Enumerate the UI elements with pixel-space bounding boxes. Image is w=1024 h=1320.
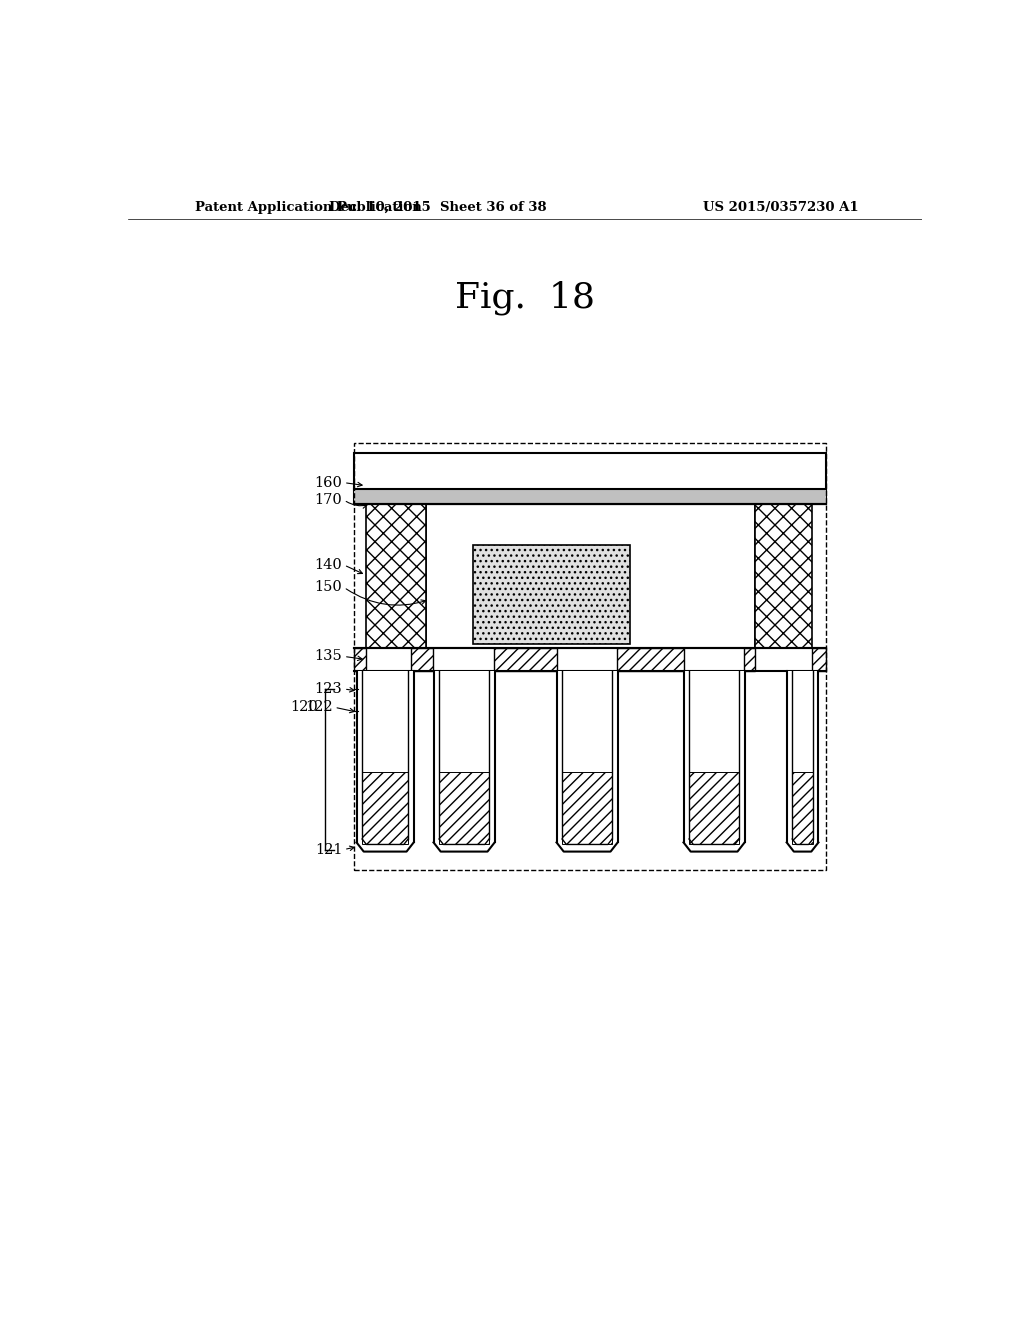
Text: Patent Application Publication: Patent Application Publication — [196, 201, 422, 214]
Bar — [557, 671, 617, 851]
Bar — [616, 648, 684, 671]
Bar — [356, 671, 414, 851]
Bar — [793, 772, 813, 845]
Text: 140: 140 — [314, 558, 342, 572]
Bar — [354, 453, 826, 504]
Text: US 2015/0357230 A1: US 2015/0357230 A1 — [703, 201, 859, 214]
Bar — [354, 444, 826, 870]
Text: 123: 123 — [314, 682, 342, 696]
Bar — [433, 671, 495, 851]
Bar — [494, 648, 557, 671]
Bar — [684, 671, 744, 851]
Bar — [439, 772, 489, 845]
Text: 122: 122 — [305, 700, 333, 714]
Bar — [411, 648, 433, 671]
Bar — [354, 648, 367, 671]
Bar — [354, 671, 826, 857]
Bar — [812, 648, 826, 671]
Bar — [367, 504, 426, 648]
Bar — [562, 772, 612, 845]
Bar — [354, 444, 826, 870]
Text: 120: 120 — [291, 700, 318, 714]
Bar — [354, 488, 826, 504]
Bar — [786, 671, 818, 851]
Text: Fig.  18: Fig. 18 — [455, 280, 595, 315]
Text: 170: 170 — [314, 492, 342, 507]
Bar — [755, 504, 812, 648]
Bar — [362, 772, 409, 845]
Text: 121: 121 — [314, 842, 342, 857]
Text: Dec. 10, 2015  Sheet 36 of 38: Dec. 10, 2015 Sheet 36 of 38 — [329, 201, 547, 214]
Text: 150: 150 — [314, 581, 342, 594]
Bar — [743, 648, 755, 671]
Bar — [426, 504, 755, 648]
Text: 135: 135 — [314, 649, 342, 664]
Bar — [689, 772, 739, 845]
Text: 160: 160 — [314, 475, 342, 490]
Bar — [473, 545, 630, 644]
